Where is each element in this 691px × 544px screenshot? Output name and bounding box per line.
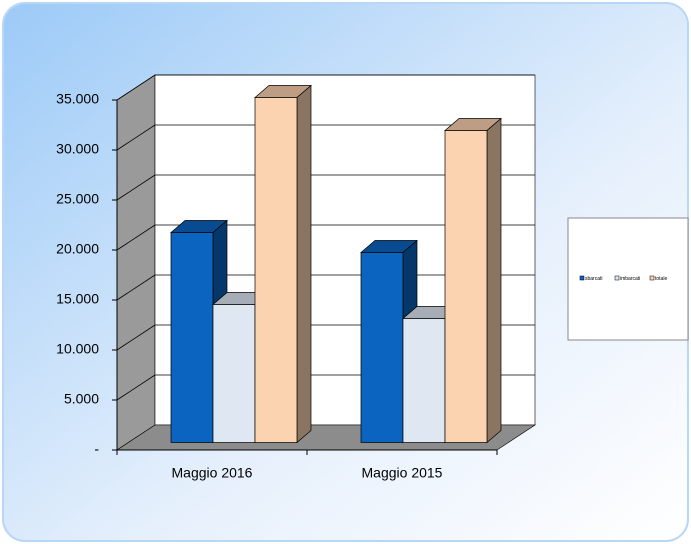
grid-line bbox=[116, 374, 156, 401]
y-tick-label: - bbox=[94, 441, 99, 457]
bar bbox=[402, 318, 446, 443]
legend-label: imbarcati bbox=[620, 276, 640, 282]
y-tick-label: 5.000 bbox=[64, 391, 99, 407]
bar-side bbox=[296, 84, 312, 444]
y-tick-label: 35.000 bbox=[56, 91, 99, 107]
grid-line bbox=[116, 174, 156, 201]
legend bbox=[567, 217, 689, 341]
bar bbox=[212, 304, 256, 443]
bar bbox=[360, 252, 404, 443]
legend-label: totale bbox=[655, 276, 667, 282]
legend-swatch bbox=[579, 275, 585, 281]
bar bbox=[170, 232, 214, 443]
legend-swatch bbox=[614, 275, 620, 281]
grid-line bbox=[116, 324, 156, 351]
y-tick-label: 25.000 bbox=[56, 191, 99, 207]
y-tick-label: 20.000 bbox=[56, 241, 99, 257]
y-tick-label: 30.000 bbox=[56, 141, 99, 157]
x-tick-label: Maggio 2015 bbox=[362, 465, 443, 481]
side-wall bbox=[116, 74, 156, 451]
y-tick-label: 10.000 bbox=[56, 341, 99, 357]
x-tick-label: Maggio 2016 bbox=[172, 465, 253, 481]
grid-line bbox=[116, 224, 156, 251]
grid-line bbox=[116, 124, 156, 151]
legend-swatch bbox=[649, 275, 655, 281]
bar bbox=[444, 130, 488, 443]
y-tick-label: 15.000 bbox=[56, 291, 99, 307]
grid-line bbox=[116, 274, 156, 301]
grid-line bbox=[116, 74, 156, 101]
bar bbox=[254, 97, 298, 443]
bar-side bbox=[486, 117, 502, 444]
legend-label: sbarcati bbox=[585, 276, 603, 282]
